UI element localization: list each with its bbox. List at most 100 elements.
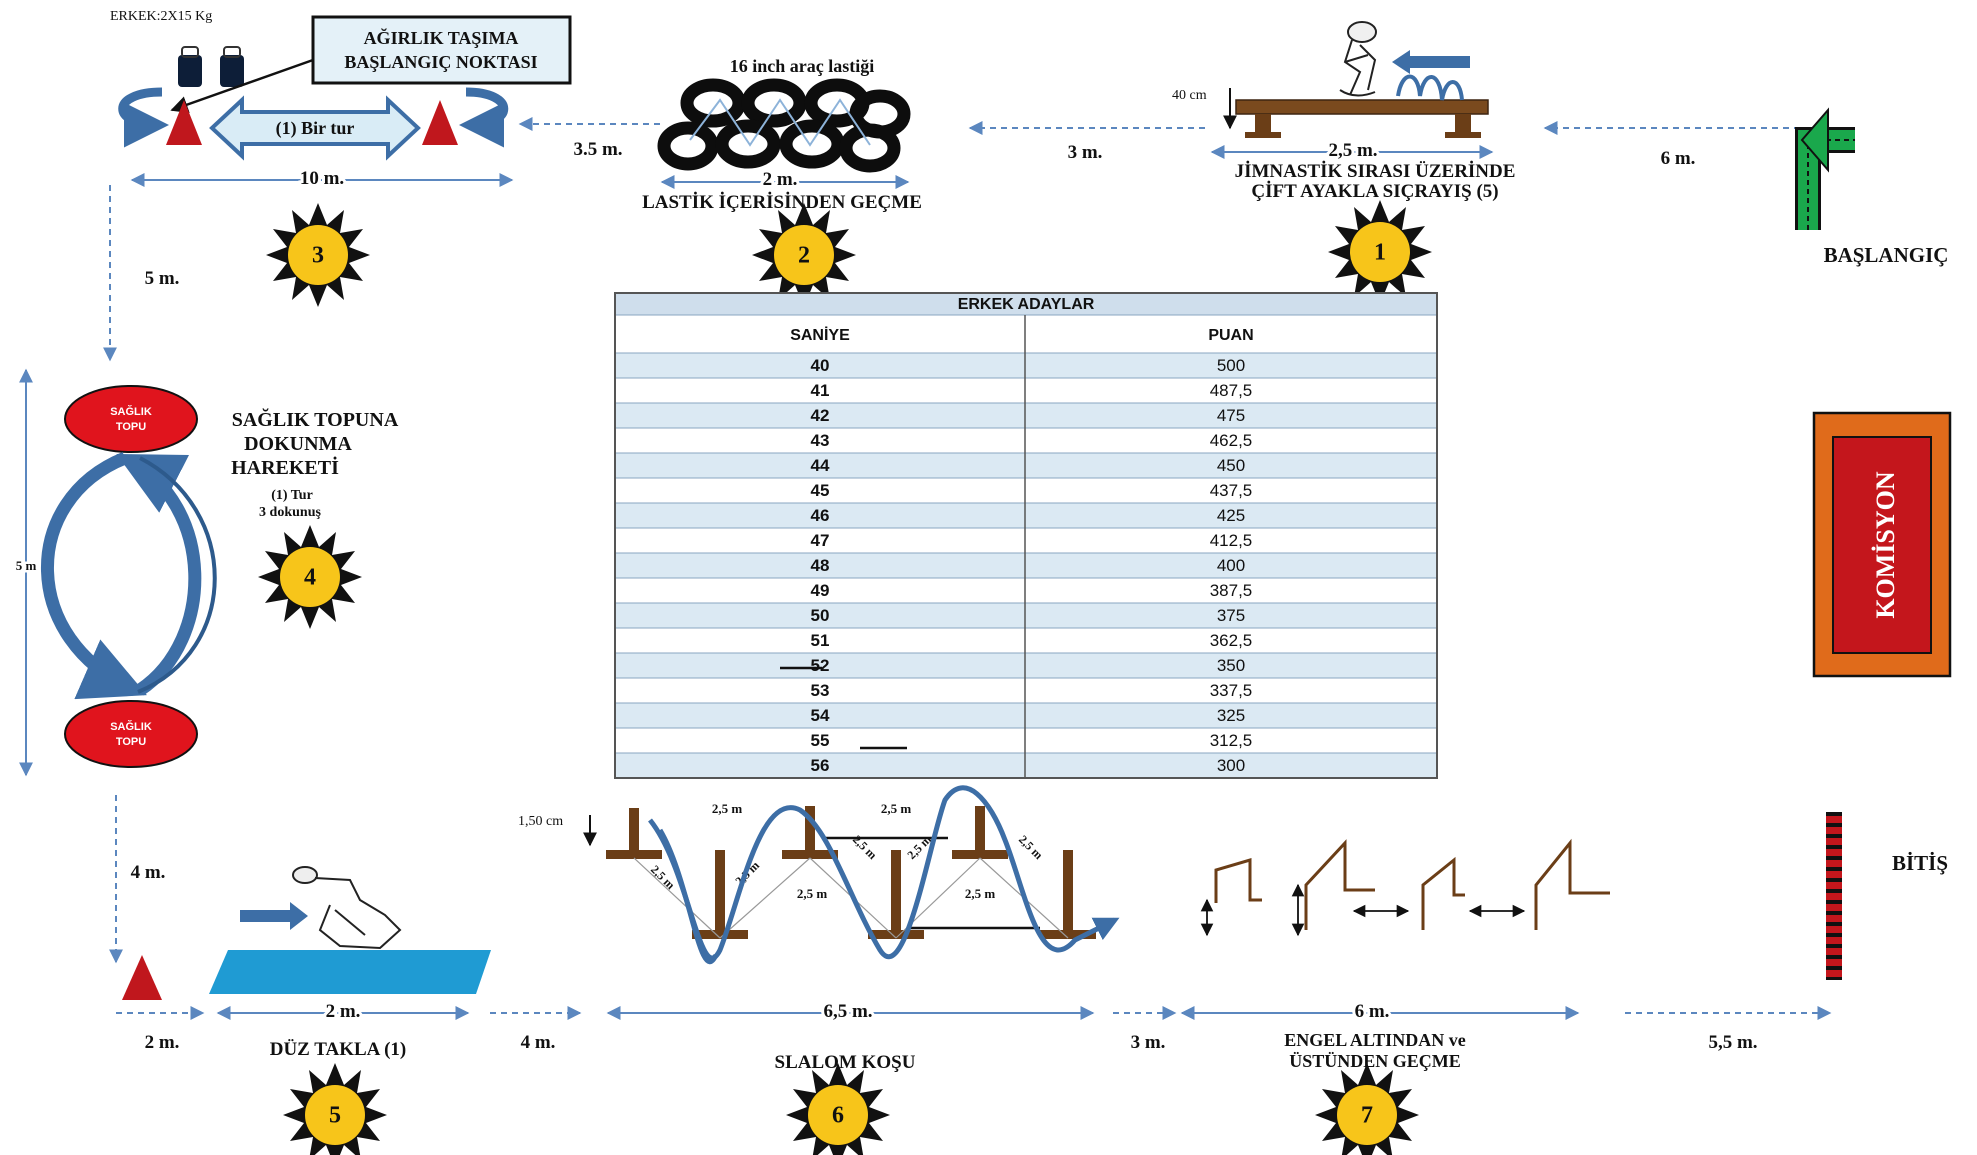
- station2-title: LASTİK İÇERİSİNDEN GEÇME: [642, 192, 922, 213]
- station5-title: DÜZ TAKLA (1): [270, 1039, 407, 1060]
- dist-6m-top: 6 m.: [1661, 148, 1696, 169]
- station1-title-line1: JİMNASTİK SIRASI ÜZERİNDE: [1235, 161, 1516, 182]
- table-cell-saniye: 56: [811, 756, 830, 775]
- weights-icon: [178, 46, 244, 87]
- table-cell-saniye: 40: [811, 356, 830, 375]
- table-cell-saniye: 54: [811, 706, 830, 725]
- dist-5m-left: 5 m.: [145, 268, 180, 289]
- slalom-gap-label: 2,5 m: [797, 886, 828, 901]
- table-row: 45 437,5: [614, 477, 1438, 504]
- station1-width: 2,5 m.: [1328, 140, 1377, 161]
- table-row: 40 500: [614, 352, 1438, 379]
- health-ball-top: SAĞLIK TOPU: [64, 385, 198, 453]
- table-cell-saniye: 52: [811, 656, 830, 675]
- tumbler-figure-icon: [292, 866, 402, 950]
- station4-sub-line1: (1) Tur: [271, 488, 313, 503]
- weight-start-box: AĞIRLIK TAŞIMA BAŞLANGIÇ NOKTASI: [170, 15, 572, 113]
- svg-text:7: 7: [1361, 1103, 1373, 1129]
- start-label: BAŞLANGIÇ: [1824, 243, 1949, 267]
- slalom-pole: [1040, 850, 1096, 939]
- gym-bench: [1235, 99, 1489, 138]
- svg-text:SAĞLIK: SAĞLIK: [110, 720, 152, 733]
- table-cell-saniye: 51: [811, 631, 830, 650]
- table-title: ERKEK ADAYLAR: [958, 296, 1095, 313]
- table-row: 41 487,5: [614, 377, 1438, 404]
- station7-title-line1: ENGEL ALTINDAN ve: [1284, 1030, 1465, 1050]
- ball-span: 5 m: [16, 558, 37, 573]
- table-cell-puan: 425: [1217, 506, 1245, 525]
- table-cell-saniye: 53: [811, 681, 830, 700]
- station4-title-line1: SAĞLIK TOPUNA: [232, 407, 399, 431]
- svg-text:SAĞLIK: SAĞLIK: [110, 405, 152, 418]
- svg-text:TOPU: TOPU: [116, 736, 146, 748]
- dist-4m-left: 4 m.: [131, 862, 166, 883]
- slalom-pole: [606, 808, 662, 859]
- slalom-gap-label: 2,5 m: [712, 801, 743, 816]
- slalom-path-arrow: [648, 785, 1120, 961]
- table-cell-puan: 387,5: [1210, 581, 1253, 600]
- cone-right: [422, 100, 458, 145]
- table-cell-saniye: 48: [811, 556, 830, 575]
- station-badge-7: 7: [1315, 1063, 1419, 1155]
- station-badge-4: 4: [258, 525, 362, 629]
- station4-title-line2: DOKUNMA: [244, 433, 352, 455]
- svg-text:3: 3: [312, 243, 324, 269]
- jump-arrow: [1396, 74, 1464, 101]
- cone-left: [166, 100, 202, 145]
- table-cell-puan: 312,5: [1210, 731, 1253, 750]
- svg-text:1: 1: [1374, 240, 1386, 266]
- table-row: 55 312,5: [614, 727, 1438, 754]
- station5-width: 2 m.: [326, 1001, 361, 1022]
- station7-title-line2: ÜSTÜNDEN GEÇME: [1289, 1051, 1461, 1071]
- table-row: 46 425: [614, 502, 1438, 529]
- health-ball-bottom: SAĞLIK TOPU: [64, 700, 198, 768]
- lap-arrow: [209, 95, 421, 161]
- weight-start-line2: BAŞLANGIÇ NOKTASI: [344, 52, 537, 72]
- dist-4m-bottom: 4 m.: [521, 1032, 556, 1053]
- table-row: 43 462,5: [614, 427, 1438, 454]
- table-row: 56 300: [614, 752, 1438, 779]
- finish-line: [1826, 812, 1842, 980]
- table-cell-saniye: 42: [811, 406, 830, 425]
- station1-title-line2: ÇİFT AYAKLA SIÇRAYIŞ (5): [1251, 181, 1498, 202]
- table-row: 53 337,5: [614, 677, 1438, 704]
- table-header-saniye: SANİYE: [790, 326, 850, 344]
- table-row: 47 412,5: [614, 527, 1438, 554]
- jury-label: KOMİSYON: [1871, 471, 1900, 619]
- station-badge-3: 3: [266, 203, 370, 307]
- slalom-pole: [782, 806, 838, 859]
- table-row: 49 387,5: [614, 577, 1438, 604]
- station4-title-line3: HAREKETİ: [231, 455, 339, 479]
- dist-3m-top: 3 m.: [1068, 142, 1103, 163]
- table-row: 42 475: [614, 402, 1438, 429]
- bench-height: 40 cm: [1172, 88, 1207, 103]
- table-row: 54 325: [614, 702, 1438, 729]
- slalom-pole: [952, 806, 1008, 859]
- tire-label: 16 inch araç lastiği: [730, 56, 875, 76]
- dist-2m-bottom: 2 m.: [145, 1032, 180, 1053]
- finish-label: BİTİŞ: [1892, 851, 1948, 875]
- lap-label: (1) Bir tur: [276, 118, 355, 139]
- station6-width: 6,5 m.: [823, 1001, 872, 1022]
- slalom-gap-label: 2,5 m: [881, 801, 912, 816]
- turn-arrow-right: [459, 87, 509, 148]
- jumper-figure-icon: [1339, 21, 1377, 97]
- table-cell-saniye: 44: [811, 456, 830, 475]
- table-header-puan: PUAN: [1208, 327, 1253, 344]
- table-cell-puan: 350: [1217, 656, 1245, 675]
- dist-3m-bottom: 3 m.: [1131, 1032, 1166, 1053]
- tumbling-mat: [209, 950, 491, 994]
- table-cell-saniye: 45: [811, 481, 830, 500]
- table-row: 52 350: [614, 652, 1438, 679]
- slalom-height: 1,50 cm: [518, 814, 563, 829]
- table-cell-saniye: 46: [811, 506, 830, 525]
- weight-start-line1: AĞIRLIK TAŞIMA: [364, 27, 519, 48]
- cone-bottom: [122, 955, 162, 1000]
- station3-width: 10 m.: [300, 168, 344, 189]
- table-cell-saniye: 55: [811, 731, 830, 750]
- table-cell-puan: 412,5: [1210, 531, 1253, 550]
- ball-loop-arrow: [41, 451, 147, 700]
- table-cell-saniye: 43: [811, 431, 830, 450]
- station-badge-6: 6: [786, 1063, 890, 1155]
